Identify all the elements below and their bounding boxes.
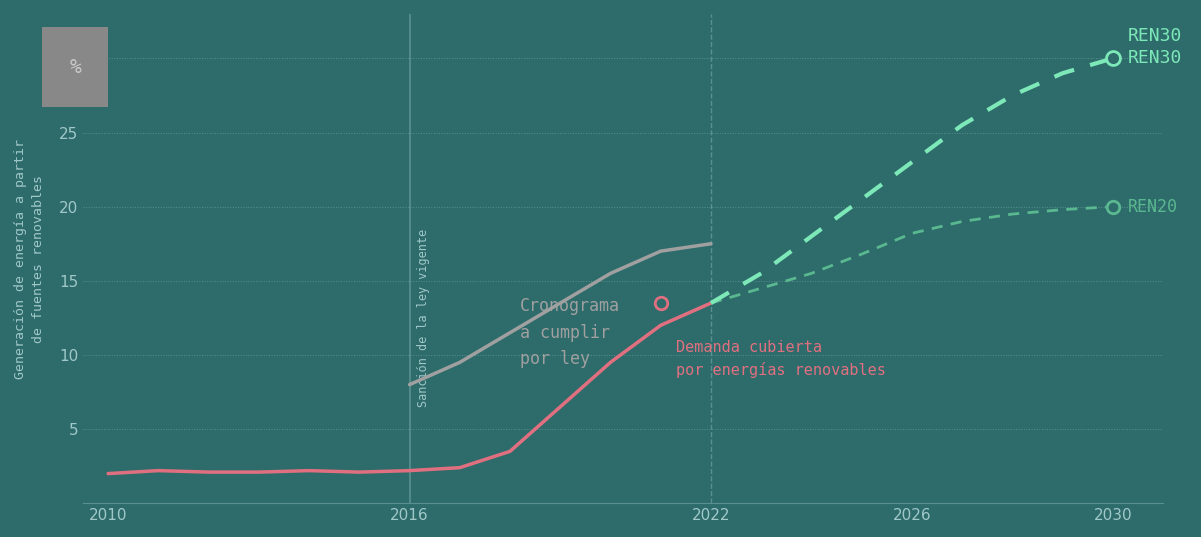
Text: REN30: REN30 bbox=[1128, 27, 1182, 45]
Text: Sanción de la ley vigente: Sanción de la ley vigente bbox=[417, 229, 430, 407]
Text: REN30: REN30 bbox=[1128, 49, 1182, 67]
Y-axis label: Generación de energía a partir
de fuentes renovables: Generación de energía a partir de fuente… bbox=[14, 139, 44, 379]
Text: Cronograma
a cumplir
por ley: Cronograma a cumplir por ley bbox=[520, 297, 620, 368]
Text: REN20: REN20 bbox=[1128, 198, 1178, 216]
Text: %: % bbox=[70, 57, 80, 77]
Text: Demanda cubierta
por energías renovables: Demanda cubierta por energías renovables bbox=[676, 340, 885, 378]
